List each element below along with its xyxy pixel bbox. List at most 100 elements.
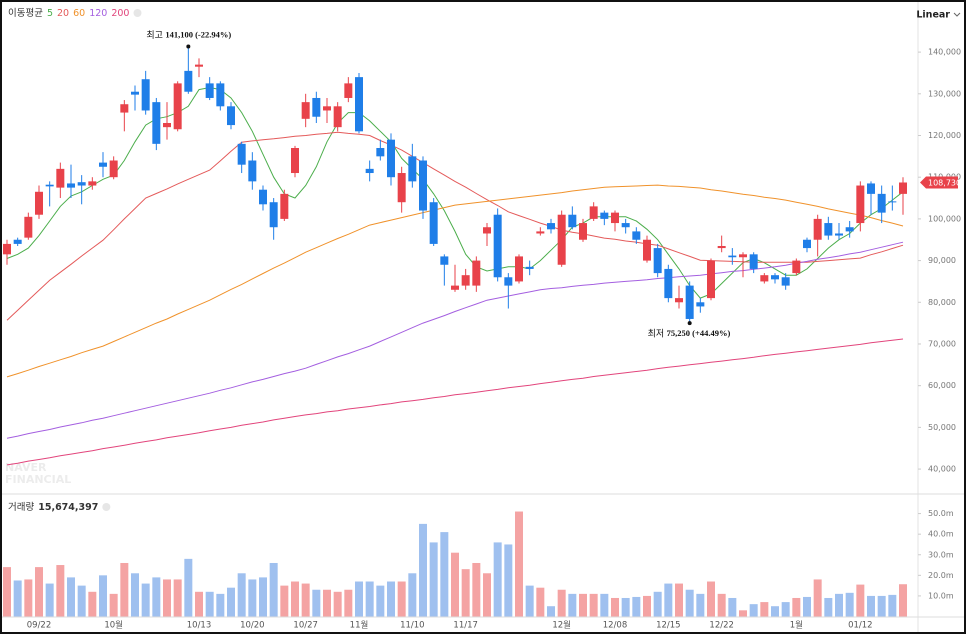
candle-body <box>45 184 54 187</box>
volume-bar <box>867 595 875 617</box>
candle-body <box>632 231 641 240</box>
volume-bar <box>771 606 779 617</box>
y-tick-label: 60,000 <box>928 381 956 390</box>
volume-bar <box>355 581 363 617</box>
volume-y-tick-label: 30.0m <box>928 550 954 559</box>
candle-body <box>536 231 545 234</box>
candle-body <box>771 275 779 280</box>
candle-body <box>856 185 865 224</box>
candle-body <box>323 106 331 111</box>
volume-bar <box>504 544 513 617</box>
volume-bar <box>312 589 321 617</box>
x-tick-label: 12월 <box>552 620 571 631</box>
candle-body <box>141 79 150 111</box>
volume-bar <box>301 583 310 617</box>
x-tick-label: 11/10 <box>400 621 425 631</box>
candle-body <box>376 148 385 157</box>
scale-dropdown-icon[interactable] <box>953 12 961 17</box>
volume-bar <box>3 567 11 617</box>
candle-body <box>312 97 321 117</box>
volume-bar <box>675 583 683 617</box>
candle-body <box>504 277 513 286</box>
volume-bar <box>664 583 673 617</box>
y-tick-label: 80,000 <box>928 298 956 307</box>
scale-label[interactable]: Linear <box>916 10 950 21</box>
volume-bar <box>888 594 897 617</box>
volume-bar <box>621 597 630 617</box>
volume-bar <box>813 579 822 617</box>
candle-body <box>195 64 203 67</box>
y-tick-label: 70,000 <box>928 339 956 348</box>
volume-bar <box>493 542 502 617</box>
volume-bar <box>77 585 86 617</box>
legend-close-icon[interactable] <box>133 9 142 17</box>
candle-body <box>696 302 705 307</box>
annotation-value: 75,250 (+44.49%) <box>667 328 731 338</box>
volume-bar <box>387 581 395 617</box>
volume-bar <box>707 581 715 617</box>
volume-bar <box>824 597 833 617</box>
volume-bar <box>227 587 235 617</box>
volume-bar <box>184 558 193 617</box>
y-tick-label: 120,000 <box>928 131 961 140</box>
x-tick-label: 10/20 <box>240 621 265 631</box>
candle-body <box>184 70 193 92</box>
candle-body <box>67 183 75 188</box>
candle-body <box>88 181 97 186</box>
volume-bar <box>685 589 694 617</box>
x-tick-label: 12/22 <box>709 621 734 631</box>
volume-bar <box>643 595 651 617</box>
candle-body <box>547 223 555 230</box>
ma-line <box>6 338 904 466</box>
annotation-label: 최고 <box>146 30 163 41</box>
volume-bar <box>557 589 566 617</box>
volume-bar <box>419 523 427 617</box>
volume-bar <box>611 597 619 617</box>
candle-body <box>440 256 449 265</box>
volume-bar <box>696 593 705 617</box>
candle-body <box>792 260 801 274</box>
y-tick-label: 90,000 <box>928 256 956 265</box>
x-tick-label: 10/13 <box>187 621 212 631</box>
annotation-value: 141,100 (-22.94%) <box>165 29 231 39</box>
volume-bar <box>120 562 129 617</box>
candle-body <box>291 148 299 174</box>
candle-body <box>237 143 246 165</box>
volume-close-icon[interactable] <box>102 503 111 511</box>
candle-body <box>333 106 342 128</box>
candle-body <box>717 245 726 249</box>
volume-bar <box>344 589 353 617</box>
candle-body <box>397 173 406 203</box>
volume-bar <box>792 597 801 617</box>
volume-bar <box>600 593 609 617</box>
volume-bar <box>24 579 33 617</box>
candle-body <box>173 83 182 130</box>
candle-body <box>621 223 630 228</box>
candle-body <box>493 214 502 278</box>
candle-body <box>899 182 907 194</box>
volume-bar <box>739 610 747 617</box>
candle-body <box>600 212 609 219</box>
candle-body <box>99 162 107 167</box>
candle-body <box>749 254 758 269</box>
volume-bar <box>803 596 811 617</box>
price-tag <box>920 176 958 189</box>
volume-bar <box>760 602 769 617</box>
candle-body <box>483 227 491 234</box>
ma-legend-title: 이동평균 <box>8 8 43 19</box>
ma-line <box>6 184 904 378</box>
candle-body <box>461 275 470 286</box>
candle-body <box>205 83 214 98</box>
candle-body <box>3 243 11 255</box>
candle-body <box>803 239 811 249</box>
volume-bar <box>195 591 203 617</box>
y-tick-label: 100,000 <box>928 214 961 223</box>
candle-body <box>344 83 353 98</box>
volume-bar <box>525 585 534 617</box>
volume-bar <box>56 565 65 617</box>
candle-body <box>77 182 86 186</box>
watermark: NAVER <box>5 461 47 474</box>
volume-bar <box>323 589 331 617</box>
candle-body <box>35 191 43 215</box>
